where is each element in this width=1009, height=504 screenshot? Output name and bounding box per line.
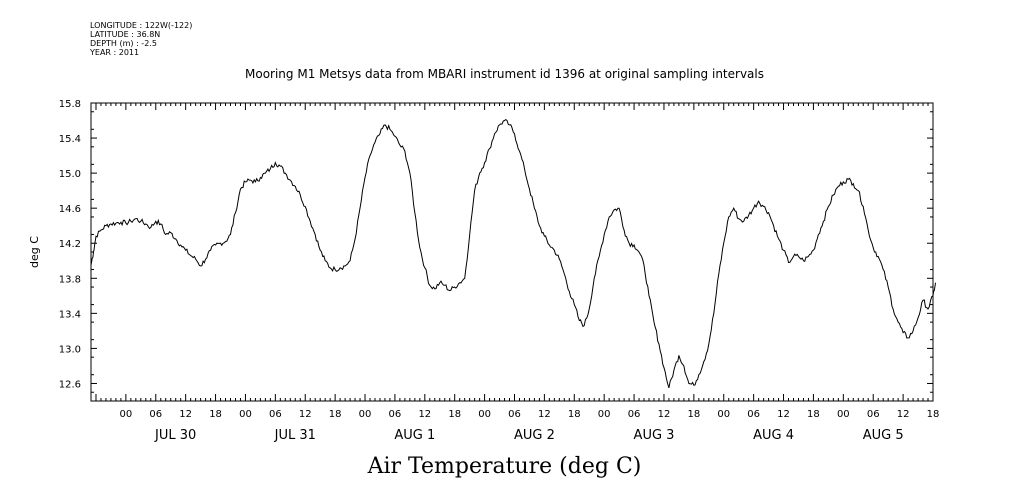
x-hour-label: 00: [239, 409, 252, 420]
x-hour-label: 12: [538, 409, 551, 420]
header-longitude: LONGITUDE : 122W(-122): [90, 21, 193, 30]
y-tick-label: 15.8: [59, 99, 81, 110]
y-tick-label: 14.2: [59, 239, 81, 250]
x-hour-label: 18: [807, 409, 820, 420]
x-hour-label: 18: [329, 409, 342, 420]
x-day-label: JUL 31: [274, 428, 316, 443]
x-hour-label: 12: [299, 409, 312, 420]
plot-frame: [90, 102, 934, 402]
x-hour-label: 18: [209, 409, 222, 420]
y-tick-label: 12.6: [59, 379, 81, 390]
x-hour-label: 00: [478, 409, 491, 420]
series-line-air-temperature: [90, 118, 936, 389]
x-hour-label: 12: [897, 409, 910, 420]
header-year: YEAR : 2011: [90, 48, 140, 57]
x-hour-label: 12: [418, 409, 431, 420]
x-day-label: AUG 5: [863, 428, 904, 443]
x-day-label: AUG 1: [394, 428, 435, 443]
x-hour-label: 00: [120, 409, 133, 420]
x-hour-label: 06: [628, 409, 641, 420]
x-hour-label: 06: [867, 409, 880, 420]
x-hour-label: 12: [658, 409, 671, 420]
x-day-label: AUG 4: [753, 428, 794, 443]
y-tick-label: 13.4: [59, 309, 81, 320]
y-axis-label: deg C: [28, 236, 41, 268]
x-hour-label: 18: [927, 409, 940, 420]
x-hour-label: 18: [687, 409, 700, 420]
x-hour-label: 12: [777, 409, 790, 420]
x-hour-label: 00: [359, 409, 372, 420]
x-hour-label: 06: [747, 409, 760, 420]
y-tick-label: 13.0: [59, 344, 81, 355]
x-hour-label: 00: [717, 409, 730, 420]
x-hour-label: 18: [448, 409, 461, 420]
y-tick-label: 15.0: [59, 169, 81, 180]
x-hour-label: 18: [568, 409, 581, 420]
x-day-label: AUG 2: [514, 428, 555, 443]
x-hour-label: 12: [179, 409, 192, 420]
x-axis-title: Air Temperature (deg C): [367, 454, 642, 479]
x-hour-label: 00: [598, 409, 611, 420]
x-day-label: JUL 30: [154, 428, 196, 443]
header-latitude: LATITUDE : 36.8N: [90, 30, 161, 39]
x-hour-label: 00: [837, 409, 850, 420]
x-hour-label: 06: [149, 409, 162, 420]
y-tick-label: 15.4: [59, 134, 81, 145]
y-tick-label: 14.6: [59, 204, 81, 215]
x-hour-label: 06: [269, 409, 282, 420]
y-tick-label: 13.8: [59, 274, 81, 285]
x-hour-label: 06: [389, 409, 402, 420]
x-hour-label: 06: [508, 409, 521, 420]
header-depth: DEPTH (m) : -2.5: [90, 39, 157, 48]
chart-title: Mooring M1 Metsys data from MBARI instru…: [245, 67, 764, 81]
x-day-label: AUG 3: [634, 428, 675, 443]
